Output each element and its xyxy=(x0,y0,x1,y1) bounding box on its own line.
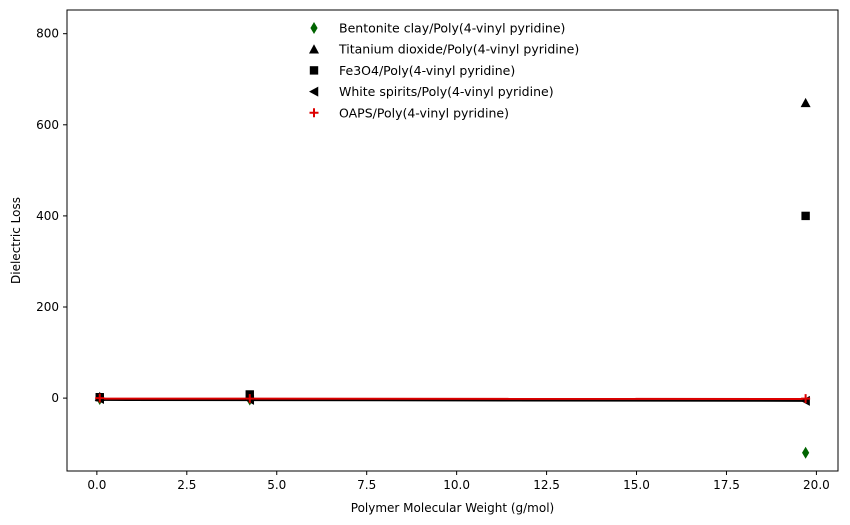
data-point xyxy=(95,393,105,403)
legend: Bentonite clay/Poly(4-vinyl pyridine) Tit… xyxy=(309,21,579,120)
x-tick-label: 0.0 xyxy=(87,478,106,492)
x-tick-label: 15.0 xyxy=(623,478,650,492)
x-tick-label: 12.5 xyxy=(533,478,560,492)
legend-marker xyxy=(309,86,319,97)
y-tick-label: 800 xyxy=(36,27,59,41)
y-axis-ticks: 0 200 400 600 800 xyxy=(36,27,67,405)
legend-marker xyxy=(309,66,319,75)
y-tick-label: 200 xyxy=(36,300,59,314)
x-tick-label: 10.0 xyxy=(443,478,470,492)
legend-marker xyxy=(309,44,319,54)
legend-label: OAPS/Poly(4-vinyl pyridine) xyxy=(339,105,509,120)
data-point xyxy=(802,446,810,459)
y-tick-label: 600 xyxy=(36,118,59,132)
legend-label: Fe3O4/Poly(4-vinyl pyridine) xyxy=(339,63,515,78)
data-point xyxy=(800,97,811,108)
x-tick-label: 17.5 xyxy=(713,478,740,492)
y-axis-label: Dielectric Loss xyxy=(9,197,23,284)
y-tick-label: 0 xyxy=(51,391,59,405)
legend-label: Titanium dioxide/Poly(4-vinyl pyridine) xyxy=(338,42,579,57)
y-tick-label: 400 xyxy=(36,209,59,223)
legend-marker xyxy=(310,22,318,34)
x-axis-ticks: 0.0 2.5 5.0 7.5 10.0 12.5 15.0 17.5 20.0 xyxy=(87,471,830,492)
data-point xyxy=(245,394,255,404)
plot-frame xyxy=(66,9,839,472)
x-tick-label: 20.0 xyxy=(803,478,830,492)
data-points xyxy=(94,97,811,459)
legend-marker xyxy=(309,108,319,118)
legend-label: Bentonite clay/Poly(4-vinyl pyridine) xyxy=(339,21,565,36)
legend-label: White spirits/Poly(4-vinyl pyridine) xyxy=(339,84,554,99)
fit-lines xyxy=(99,397,806,402)
x-tick-label: 2.5 xyxy=(177,478,196,492)
data-point xyxy=(801,394,811,404)
data-point xyxy=(801,211,810,221)
x-tick-label: 5.0 xyxy=(267,478,286,492)
x-axis-label: Polymer Molecular Weight (g/mol) xyxy=(351,501,554,515)
x-tick-label: 7.5 xyxy=(357,478,376,492)
fit-line xyxy=(99,398,806,402)
